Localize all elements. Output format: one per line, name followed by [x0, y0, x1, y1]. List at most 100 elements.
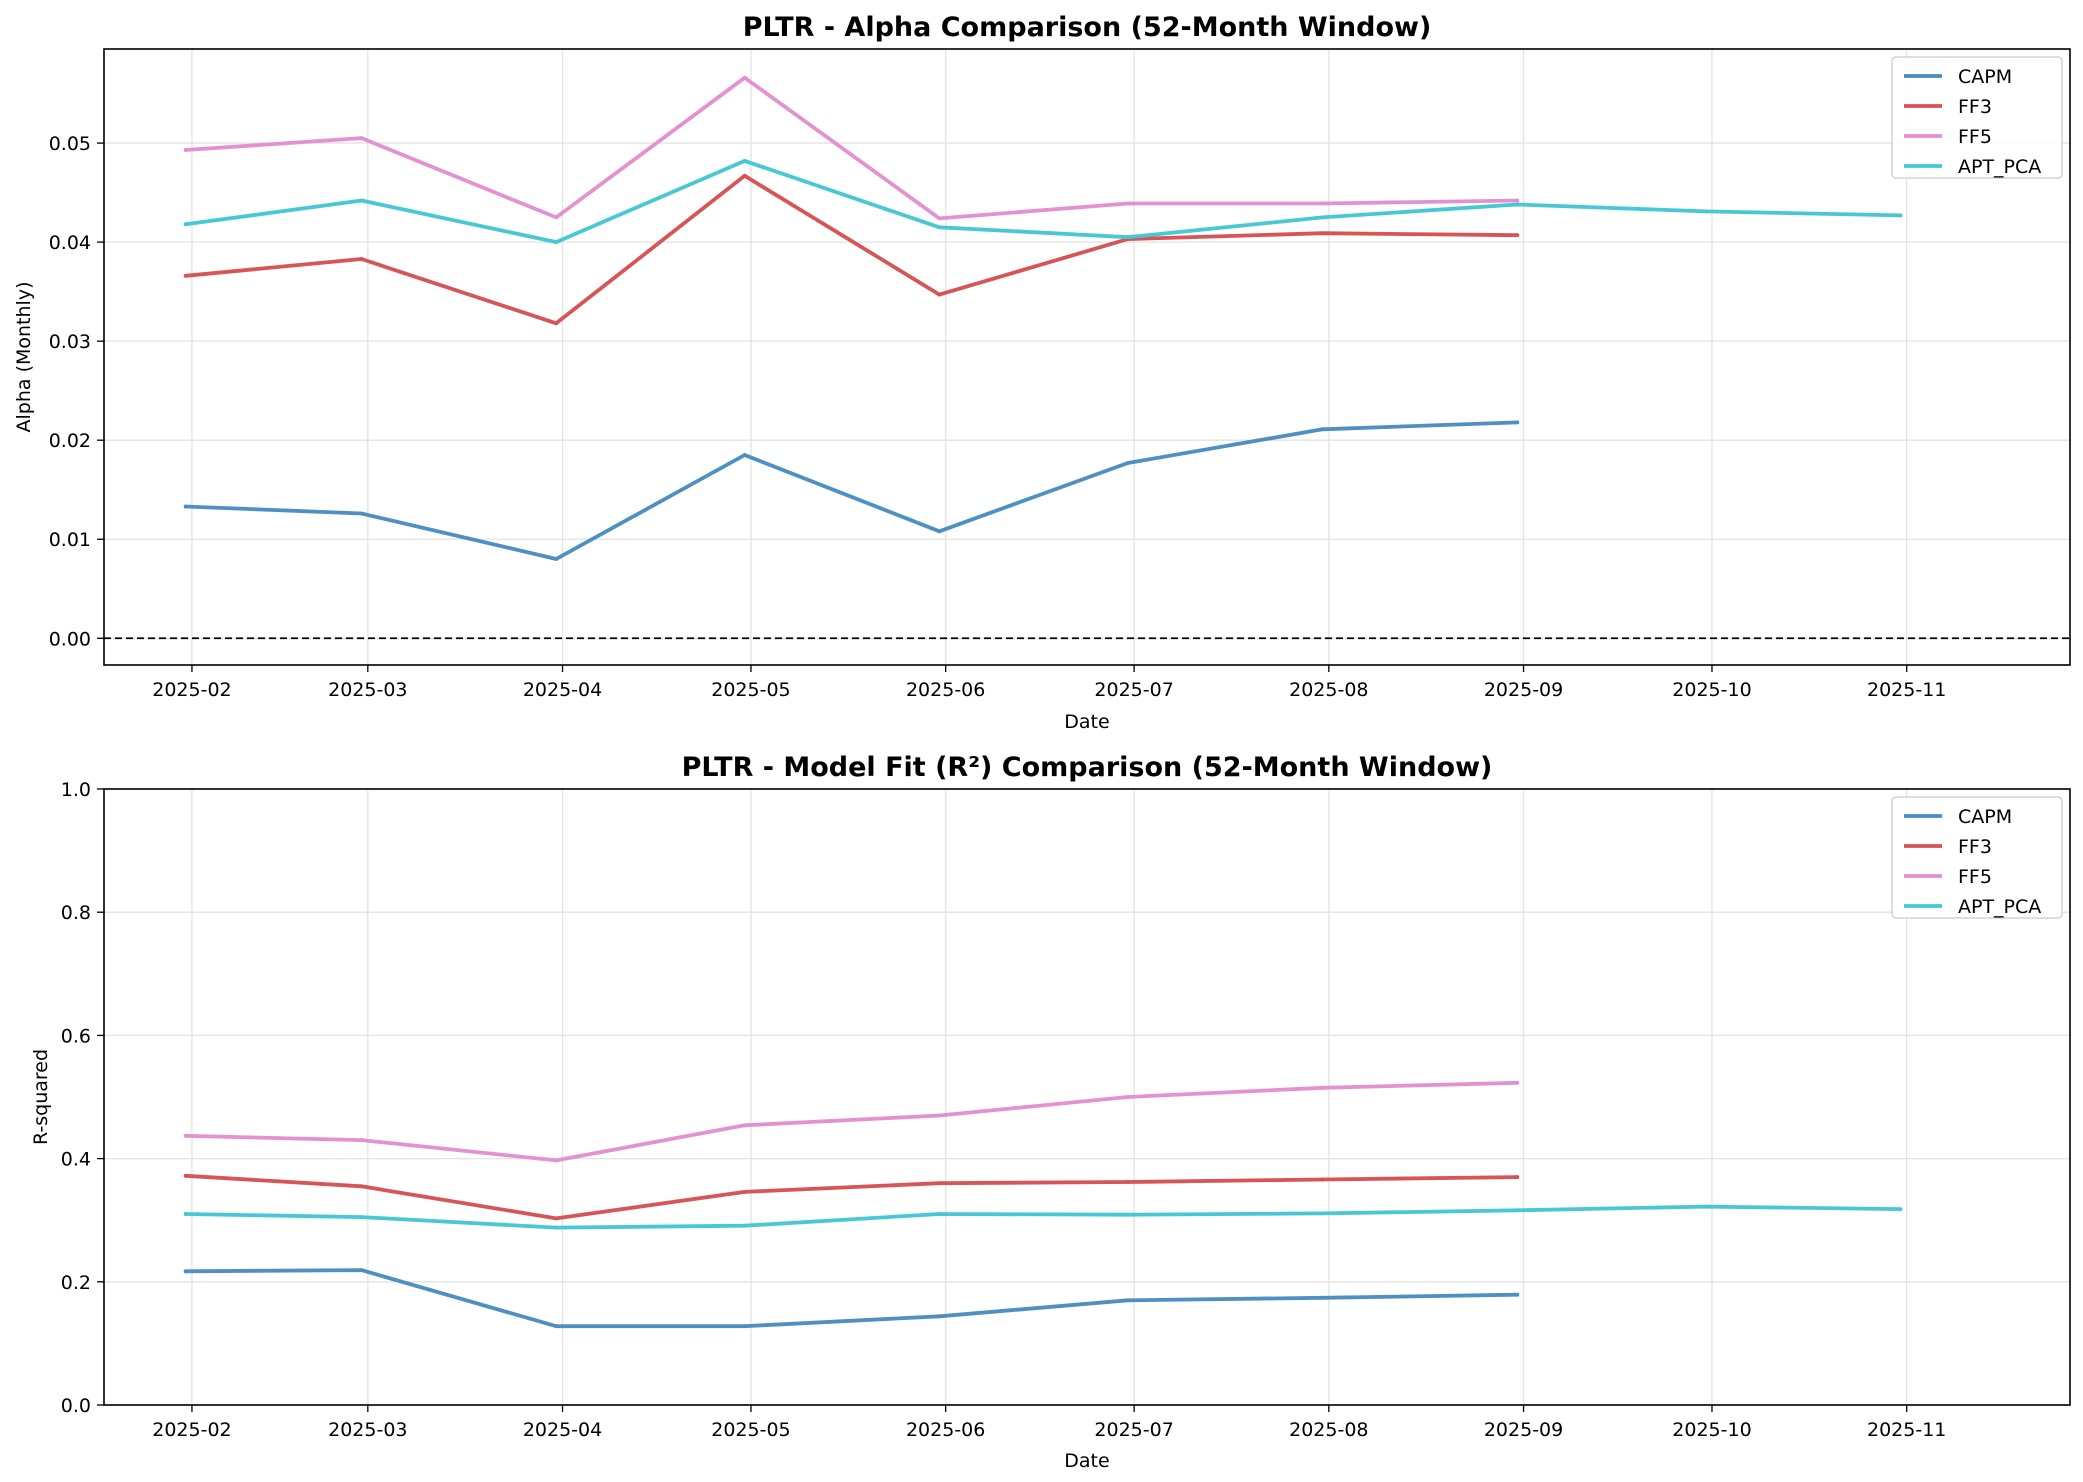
y-tick-label: 0.00	[49, 628, 91, 650]
legend: CAPM FF3 FF5 APT_PCA	[1891, 796, 2063, 919]
data-point	[1515, 1292, 1520, 1297]
x-tick-label: 2025-05	[711, 1419, 790, 1441]
data-point	[183, 504, 188, 509]
data-point	[1320, 215, 1325, 220]
x-tick-label: 2025-07	[1094, 1419, 1173, 1441]
series-apt-pca	[183, 158, 1903, 245]
legend-label: APT_PCA	[1958, 896, 2041, 918]
data-point	[359, 136, 364, 141]
data-point	[742, 1123, 747, 1128]
data-point	[183, 1133, 188, 1138]
plot-area	[104, 49, 2070, 665]
y-tick-label: 0.8	[61, 902, 91, 924]
data-point	[554, 240, 559, 245]
y-tick-label: 0.6	[61, 1025, 91, 1047]
x-tick-label: 2025-05	[711, 679, 790, 701]
data-point	[359, 1215, 364, 1220]
series-line	[183, 1268, 1520, 1329]
x-axis-label: Date	[1064, 711, 1109, 733]
data-point	[1320, 1177, 1325, 1182]
series-capm	[183, 1268, 1520, 1329]
x-tick-label: 2025-06	[906, 1419, 985, 1441]
y-tick-label: 0.02	[49, 430, 91, 452]
data-point	[742, 453, 747, 457]
legend-label: FF3	[1958, 836, 1992, 858]
data-point	[937, 292, 942, 297]
x-tick-label: 2025-11	[1867, 679, 1946, 701]
data-point	[1125, 1298, 1130, 1303]
data-point	[1320, 231, 1325, 236]
data-point	[554, 1216, 559, 1221]
x-tick-label: 2025-07	[1094, 679, 1173, 701]
data-point	[183, 273, 188, 278]
x-tick-label: 2025-04	[523, 679, 602, 701]
series-line	[183, 158, 1903, 245]
data-point	[1515, 202, 1520, 207]
data-point	[1898, 213, 1903, 218]
data-point	[1125, 235, 1130, 240]
y-axis-label: Alpha (Monthly)	[13, 282, 35, 433]
x-tick-label: 2025-10	[1672, 679, 1751, 701]
x-tick-label: 2025-03	[328, 1419, 407, 1441]
data-point	[937, 225, 942, 230]
y-tick-label: 1.0	[61, 779, 91, 801]
data-point	[937, 1113, 942, 1118]
x-tick-label: 2025-11	[1867, 1419, 1946, 1441]
y-tick-label: 0.03	[49, 331, 91, 353]
data-point	[183, 222, 188, 227]
data-point	[1320, 1211, 1325, 1216]
data-point	[1515, 1208, 1520, 1213]
y-tick-label: 0.01	[49, 529, 91, 551]
data-point	[1320, 1085, 1325, 1090]
x-axis: 2025-02 2025-03 2025-04 2025-05 2025-06 2025-…	[152, 789, 1946, 1441]
legend-label: APT_PCA	[1958, 156, 2041, 178]
data-point	[554, 1324, 559, 1329]
y-tick-label: 0.05	[49, 133, 91, 155]
data-point	[937, 1314, 942, 1319]
x-tick-label: 2025-02	[152, 679, 231, 701]
data-point	[359, 1184, 364, 1189]
data-point	[183, 1269, 188, 1274]
data-point	[1320, 201, 1325, 206]
series-ff3	[183, 173, 1520, 326]
axes-frame	[103, 788, 2071, 1406]
data-point	[742, 1324, 747, 1329]
series-line	[183, 1204, 1903, 1230]
series-line	[183, 420, 1520, 561]
data-point	[937, 529, 942, 534]
data-point	[742, 1189, 747, 1194]
data-point	[1703, 1204, 1708, 1209]
series-apt-pca	[183, 1204, 1903, 1230]
series-line	[183, 1173, 1520, 1221]
legend-box	[1891, 796, 2063, 919]
data-point	[742, 1223, 747, 1228]
data-point	[1125, 1095, 1130, 1099]
data-point	[1125, 461, 1130, 465]
series-ff3	[183, 1173, 1520, 1221]
axes-frame	[103, 48, 2071, 666]
x-tick-label: 2025-09	[1484, 679, 1563, 701]
data-point	[937, 1212, 942, 1216]
data-point	[183, 1173, 188, 1178]
legend-label: CAPM	[1958, 66, 2012, 88]
legend-box	[1891, 56, 2063, 179]
data-point	[183, 1212, 188, 1216]
data-point	[359, 1138, 364, 1143]
x-tick-label: 2025-04	[523, 1419, 602, 1441]
data-point	[1125, 1180, 1130, 1184]
x-axis: 2025-02 2025-03 2025-04 2025-05 2025-06 2025-…	[152, 49, 1946, 701]
alpha-chart: 2025-02 2025-03 2025-04 2025-05 2025-06 2025-…	[13, 12, 2071, 733]
y-tick-label: 0.04	[49, 232, 91, 254]
x-tick-label: 2025-10	[1672, 1419, 1751, 1441]
x-tick-label: 2025-02	[152, 1419, 231, 1441]
chart-title: PLTR - Alpha Comparison (52-Month Window…	[743, 12, 1432, 43]
data-point	[1515, 198, 1520, 203]
data-point	[1515, 233, 1520, 238]
data-point	[742, 159, 747, 163]
series-capm	[183, 420, 1520, 561]
data-point	[742, 75, 747, 80]
data-point	[554, 557, 559, 561]
plot-area	[104, 789, 2070, 1405]
chart-title: PLTR - Model Fit (R²) Comparison (52-Mon…	[682, 752, 1493, 783]
